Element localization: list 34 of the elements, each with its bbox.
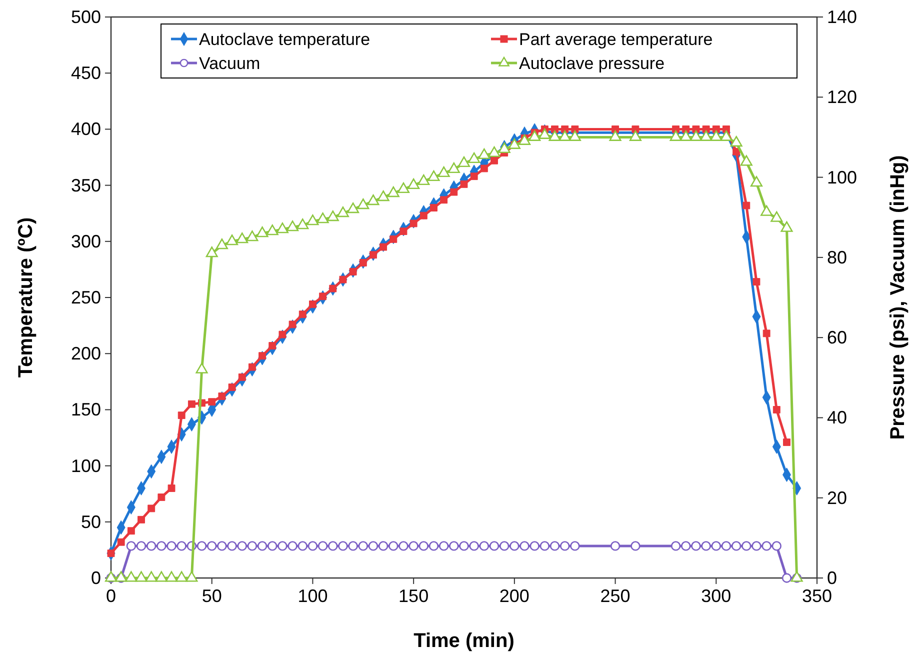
x-tick-label: 150 xyxy=(398,586,429,606)
y2-tick-label: 140 xyxy=(827,7,858,27)
x-tick-label: 300 xyxy=(701,586,732,606)
y2-tick-label: 100 xyxy=(827,167,858,188)
y-axis-title: Temperature (ºC) xyxy=(15,217,37,378)
x-tick-label: 200 xyxy=(499,586,530,606)
y2-axis-title: Pressure (psi), Vacuum (inHg) xyxy=(887,155,909,440)
y-tick-label: 100 xyxy=(70,456,101,476)
y-tick-label: 150 xyxy=(70,400,101,420)
legend-label: Autoclave temperature xyxy=(199,30,370,49)
x-axis-title: Time (min) xyxy=(414,630,514,652)
y-tick-label: 250 xyxy=(70,288,101,308)
y-tick-label: 0 xyxy=(90,568,101,588)
legend-label: Vacuum xyxy=(199,54,260,73)
x-tick-label: 350 xyxy=(802,586,832,606)
y2-tick-label: 0 xyxy=(827,568,838,588)
legend-label: Autoclave pressure xyxy=(519,54,665,73)
y-tick-label: 50 xyxy=(80,512,101,532)
x-tick-label: 250 xyxy=(600,586,630,606)
y-tick-label: 200 xyxy=(70,344,101,364)
x-tick-label: 50 xyxy=(202,586,222,606)
y-tick-label: 400 xyxy=(70,119,101,140)
y-tick-label: 450 xyxy=(70,63,101,84)
y-tick-label: 300 xyxy=(70,231,101,252)
y2-tick-label: 20 xyxy=(827,488,848,508)
y2-tick-label: 120 xyxy=(827,87,858,108)
legend-label: Part average temperature xyxy=(519,30,713,49)
y2-tick-label: 80 xyxy=(827,247,848,268)
x-tick-label: 0 xyxy=(106,586,116,606)
y2-tick-label: 40 xyxy=(827,408,848,428)
x-tick-label: 100 xyxy=(298,586,328,606)
y-tick-label: 350 xyxy=(70,175,101,196)
y2-tick-label: 60 xyxy=(827,328,848,348)
y-tick-label: 500 xyxy=(70,7,101,27)
